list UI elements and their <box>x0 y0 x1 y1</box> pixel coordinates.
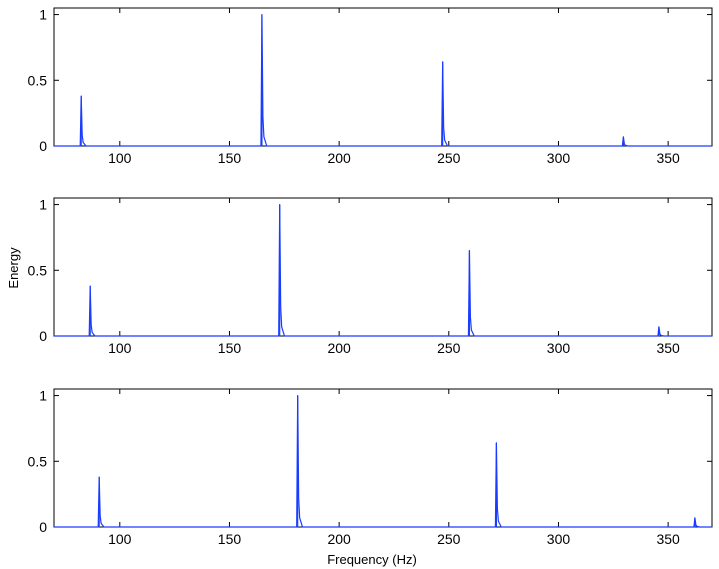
x-tick-label: 100 <box>108 150 132 166</box>
spectrum-line <box>54 203 712 337</box>
y-tick-label: 0.5 <box>28 453 48 469</box>
axes-frame <box>53 7 713 147</box>
y-tick-label: 1 <box>39 388 47 404</box>
y-tick-label: 1 <box>39 197 47 213</box>
x-tick-label: 200 <box>327 531 351 547</box>
y-tick-label: 0 <box>39 328 47 344</box>
x-tick-label: 350 <box>656 340 680 356</box>
panel-2: 100 150 200 250 300 350 0 0.5 1 <box>28 197 713 356</box>
x-tick-label: 150 <box>218 531 242 547</box>
y-tick-label: 0 <box>39 519 47 535</box>
panel-3: 100 150 200 250 300 350 0 0.5 1 <box>28 388 713 547</box>
x-tick-label: 300 <box>547 531 571 547</box>
axes-frame <box>53 388 713 528</box>
x-tick-label: 200 <box>327 150 351 166</box>
x-tick-label: 250 <box>437 150 461 166</box>
x-tick-label: 300 <box>547 150 571 166</box>
x-tick-label: 100 <box>108 531 132 547</box>
x-tick-label: 250 <box>437 340 461 356</box>
x-tick-label: 350 <box>656 150 680 166</box>
y-tick-label: 0.5 <box>28 262 48 278</box>
x-tick-label: 100 <box>108 340 132 356</box>
spectrum-line <box>54 394 712 528</box>
x-tick-label: 350 <box>656 531 680 547</box>
y-tick-label: 0 <box>39 138 47 154</box>
x-tick-label: 150 <box>218 150 242 166</box>
panel-1: 100 150 200 250 300 350 0 0.5 1 <box>28 7 713 166</box>
x-axis-label: Frequency (Hz) <box>327 552 417 567</box>
x-tick-label: 150 <box>218 340 242 356</box>
x-tick-label: 300 <box>547 340 571 356</box>
y-tick-label: 1 <box>39 7 47 23</box>
axes-frame <box>53 197 713 337</box>
y-axis-label: Energy <box>6 247 21 289</box>
x-tick-label: 250 <box>437 531 461 547</box>
spectrum-line <box>54 13 712 147</box>
x-tick-label: 200 <box>327 340 351 356</box>
y-tick-label: 0.5 <box>28 72 48 88</box>
